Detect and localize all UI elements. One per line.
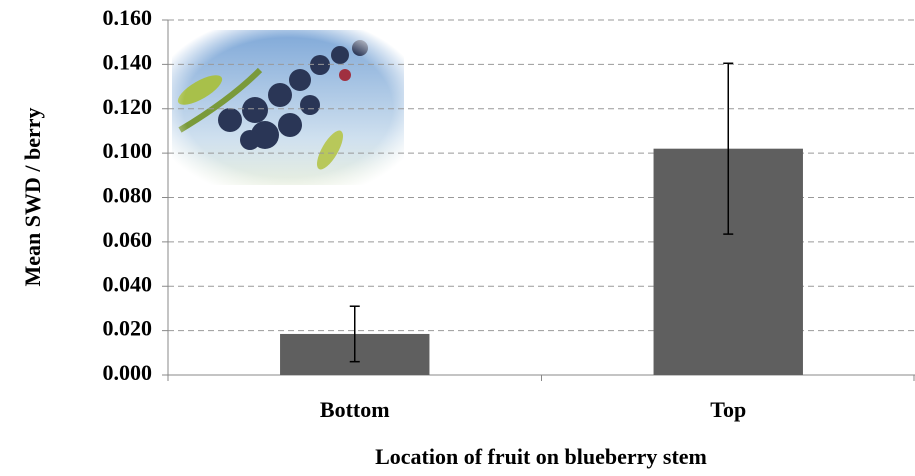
x-axis-title: Location of fruit on blueberry stem xyxy=(375,444,707,469)
y-tick-label: 0.160 xyxy=(103,5,153,30)
x-tick-label: Bottom xyxy=(320,397,390,422)
decorative-photo xyxy=(172,30,404,185)
y-tick-label: 0.140 xyxy=(103,49,153,74)
y-tick-label: 0.060 xyxy=(103,227,153,252)
y-tick-label: 0.020 xyxy=(103,316,153,341)
chart: Mean SWD / berry Location of fruit on bl… xyxy=(0,0,915,476)
y-tick-label: 0.040 xyxy=(103,271,153,296)
y-axis-title: Mean SWD / berry xyxy=(20,107,45,286)
x-tick-label: Top xyxy=(710,397,746,422)
y-tick-label: 0.120 xyxy=(103,94,153,119)
y-tick-label: 0.080 xyxy=(103,183,153,208)
y-tick-label: 0.100 xyxy=(103,138,153,163)
y-tick-label: 0.000 xyxy=(103,360,153,385)
